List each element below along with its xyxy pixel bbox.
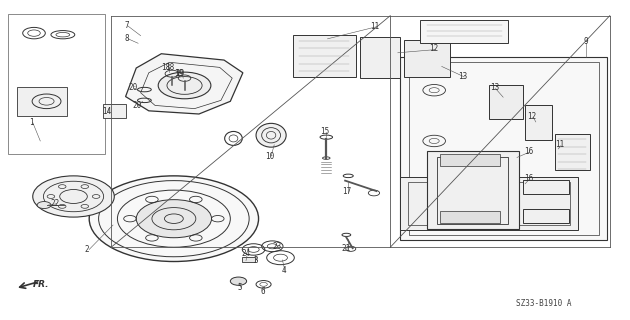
Bar <box>440 154 500 166</box>
Text: SZ33-B1910 A: SZ33-B1910 A <box>516 299 571 308</box>
Text: 18: 18 <box>165 63 174 72</box>
Text: 20: 20 <box>132 101 142 110</box>
Circle shape <box>37 202 51 209</box>
Polygon shape <box>490 84 524 119</box>
Polygon shape <box>524 209 569 223</box>
Text: 14: 14 <box>102 107 112 116</box>
Text: 11: 11 <box>370 22 380 31</box>
Text: 11: 11 <box>555 140 564 149</box>
Text: 15: 15 <box>321 127 329 136</box>
Text: 16: 16 <box>524 147 533 156</box>
Text: 3: 3 <box>254 256 258 265</box>
Polygon shape <box>125 54 243 114</box>
Text: 8: 8 <box>125 34 129 43</box>
Polygon shape <box>554 134 590 170</box>
Circle shape <box>231 277 246 285</box>
Text: FR.: FR. <box>33 280 49 289</box>
Polygon shape <box>17 87 67 116</box>
Text: 22: 22 <box>50 199 60 208</box>
Text: 5: 5 <box>238 283 242 292</box>
Text: 23: 23 <box>273 242 282 251</box>
Polygon shape <box>360 37 399 78</box>
Text: 19: 19 <box>175 69 184 78</box>
Circle shape <box>158 72 211 99</box>
Polygon shape <box>427 151 519 229</box>
Text: 12: 12 <box>527 112 537 121</box>
Text: 21: 21 <box>341 244 351 253</box>
Circle shape <box>136 200 212 238</box>
Text: 24: 24 <box>241 249 251 258</box>
Text: 16: 16 <box>524 174 533 183</box>
Polygon shape <box>399 57 607 240</box>
Text: 1: 1 <box>29 118 34 127</box>
Text: 19: 19 <box>175 69 183 78</box>
Polygon shape <box>399 178 578 230</box>
Bar <box>242 257 255 261</box>
Text: 9: 9 <box>583 37 588 46</box>
Text: 12: 12 <box>430 44 439 53</box>
Text: 13: 13 <box>459 72 467 81</box>
Polygon shape <box>404 40 450 77</box>
Ellipse shape <box>256 124 286 147</box>
Circle shape <box>33 176 114 217</box>
Polygon shape <box>293 35 356 77</box>
Text: 6: 6 <box>260 287 265 296</box>
Text: 17: 17 <box>341 187 351 196</box>
Polygon shape <box>103 105 125 118</box>
Text: 13: 13 <box>490 83 499 92</box>
Text: 20: 20 <box>129 83 138 92</box>
Text: 7: 7 <box>125 21 129 30</box>
Polygon shape <box>525 105 552 140</box>
Circle shape <box>89 176 258 261</box>
Polygon shape <box>420 20 508 43</box>
Text: 10: 10 <box>265 152 275 161</box>
Bar <box>8 14 105 154</box>
Text: 2: 2 <box>84 245 89 254</box>
Polygon shape <box>524 180 569 194</box>
Bar <box>440 212 500 223</box>
Text: 4: 4 <box>282 266 286 275</box>
Text: 18: 18 <box>161 63 170 72</box>
Bar <box>408 182 570 225</box>
